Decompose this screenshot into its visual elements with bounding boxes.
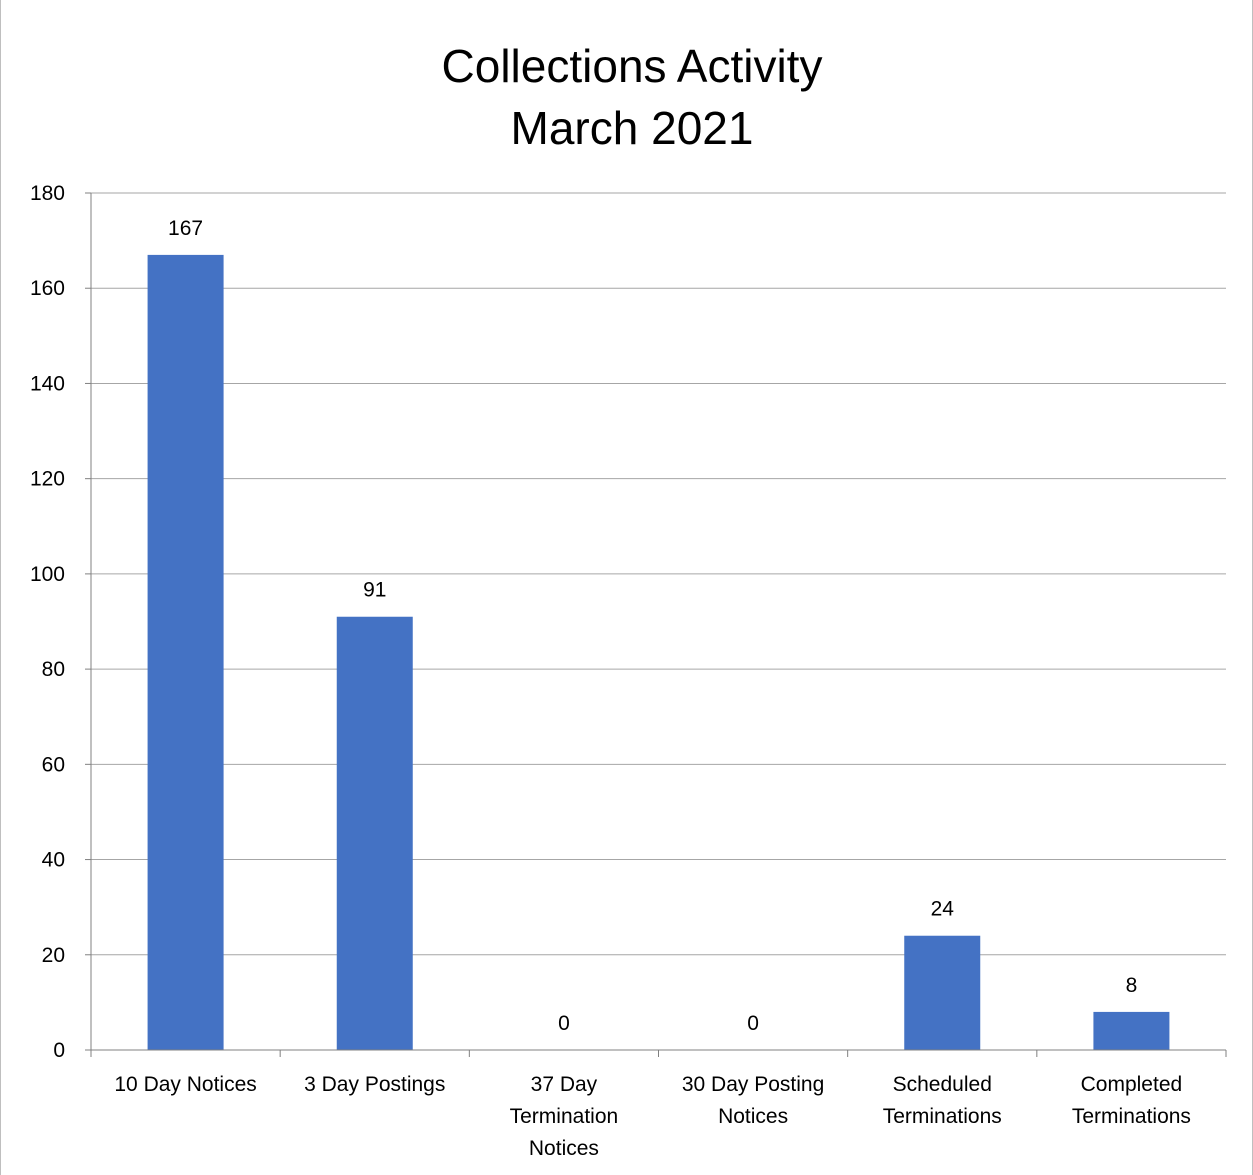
y-axis-ticks: 0 20 40 60 80 100 120 140 160 180 <box>30 182 92 1062</box>
x-category-label: Completed <box>1081 1073 1183 1096</box>
y-tick-label: 140 <box>30 372 65 395</box>
bar <box>1093 1011 1170 1050</box>
y-tick-label: 120 <box>30 468 65 491</box>
data-label: 91 <box>363 579 386 602</box>
x-axis: 10 Day Notices 3 Day Postings 37 Day Termin… <box>90 1049 1227 1160</box>
x-category-label: Terminations <box>1072 1105 1191 1128</box>
x-category-label: Termination <box>510 1105 619 1128</box>
x-category-label: Notices <box>529 1137 599 1160</box>
y-tick-label: 80 <box>42 658 65 681</box>
chart-title-line: March 2021 <box>511 102 754 154</box>
y-tick-label: 60 <box>42 753 65 776</box>
data-label: 0 <box>747 1012 759 1035</box>
y-tick-label: 0 <box>53 1039 65 1062</box>
x-category-label: Scheduled <box>893 1073 992 1096</box>
y-tick-label: 100 <box>30 563 65 586</box>
chart-title-line: Collections Activity <box>442 40 823 92</box>
y-tick-label: 20 <box>42 944 65 967</box>
data-label: 0 <box>558 1012 570 1035</box>
x-category-label: 37 Day <box>531 1073 598 1096</box>
bar <box>336 616 413 1050</box>
data-label: 8 <box>1126 974 1138 997</box>
x-category-label: 3 Day Postings <box>304 1073 445 1096</box>
data-label: 24 <box>931 898 955 921</box>
x-category-label: Terminations <box>883 1105 1002 1128</box>
chart-title: Collections Activity March 2021 <box>442 40 823 154</box>
x-category-label: Notices <box>718 1105 788 1128</box>
y-tick-label: 180 <box>30 182 65 205</box>
data-label: 167 <box>168 217 203 240</box>
bar <box>904 935 981 1050</box>
bar <box>147 254 224 1051</box>
data-labels: 167 91 0 0 24 8 <box>168 217 1137 1035</box>
gridlines <box>91 192 1226 956</box>
x-category-label: 30 Day Posting <box>682 1073 824 1096</box>
bars <box>147 254 1170 1051</box>
x-category-label: 10 Day Notices <box>114 1073 256 1096</box>
y-tick-label: 160 <box>30 277 65 300</box>
y-tick-label: 40 <box>42 849 65 872</box>
